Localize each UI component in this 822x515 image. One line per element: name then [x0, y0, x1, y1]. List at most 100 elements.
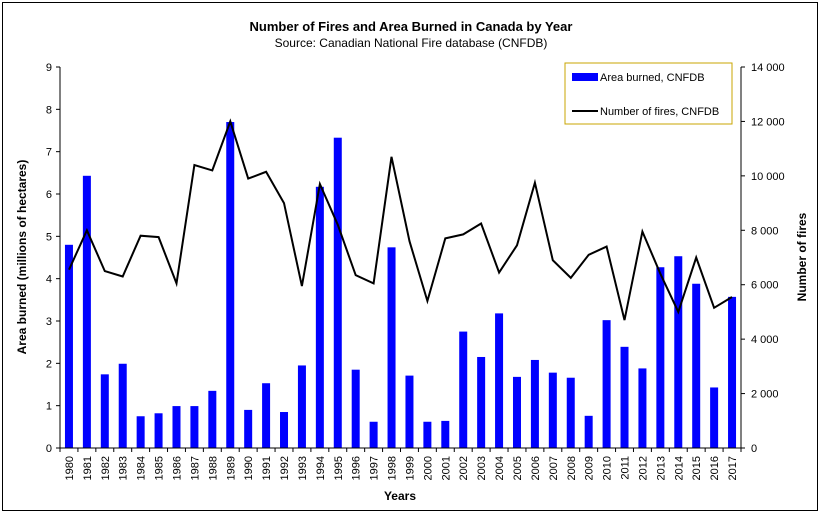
x-tick-label: 2006 [530, 456, 542, 480]
x-tick-label: 1987 [189, 456, 201, 480]
bar-2005 [512, 376, 521, 448]
bar-2015 [692, 283, 701, 448]
bar-1991 [262, 383, 271, 448]
y-tick-label: 9 [46, 62, 52, 74]
x-tick-label: 1990 [243, 456, 255, 480]
x-tick-label: 2010 [602, 456, 614, 480]
y-tick-label: 4 [46, 274, 52, 286]
x-tick-label: 1991 [261, 456, 273, 480]
y-tick-label: 6 [46, 189, 52, 201]
bar-2003 [477, 356, 486, 448]
legend-swatch-area-burned [572, 73, 598, 81]
x-tick-label: 2016 [709, 456, 721, 480]
bar-2008 [566, 377, 575, 448]
x-tick-label: 1999 [404, 456, 416, 480]
bar-2011 [620, 346, 629, 448]
legend-label-number-of-fires: Number of fires, CNFDB [600, 106, 719, 118]
x-tick-label: 2004 [494, 456, 506, 480]
y-tick-label: 2 [46, 358, 52, 370]
bar-1987 [190, 406, 199, 448]
bar-1994 [315, 186, 324, 448]
y2-tick-label: 14 000 [751, 62, 785, 74]
bar-1989 [226, 122, 235, 449]
bar-1985 [154, 413, 163, 448]
x-tick-label: 1994 [315, 456, 327, 480]
x-tick-label: 2001 [440, 456, 452, 480]
x-tick-label: 2008 [566, 456, 578, 480]
x-tick-label: 1989 [225, 456, 237, 480]
x-tick-label: 2003 [476, 456, 488, 480]
y2-axis-title: Number of fires [795, 212, 809, 301]
legend-label-area-burned: Area burned, CNFDB [600, 72, 705, 84]
bar-2017 [728, 296, 737, 448]
bar-2010 [602, 320, 611, 448]
y2-tick-label: 0 [751, 443, 757, 455]
x-tick-label: 1993 [297, 456, 309, 480]
bar-1981 [82, 175, 91, 448]
x-tick-label: 2007 [548, 456, 560, 480]
bar-2001 [441, 420, 450, 448]
y-tick-label: 5 [46, 231, 52, 243]
y2-tick-label: 2 000 [751, 389, 779, 401]
x-tick-label: 1995 [333, 456, 345, 480]
chart-title: Number of Fires and Area Burned in Canad… [250, 19, 573, 34]
x-tick-label: 2000 [422, 456, 434, 480]
x-tick-label: 2013 [655, 456, 667, 480]
x-tick-label: 1988 [207, 456, 219, 480]
y2-tick-label: 12 000 [751, 116, 785, 128]
x-axis-title: Years [384, 489, 416, 503]
x-tick-label: 1982 [100, 456, 112, 480]
bar-2007 [548, 372, 557, 448]
x-tick-label: 1992 [279, 456, 291, 480]
y2-tick-label: 4 000 [751, 334, 779, 346]
bar-1992 [280, 412, 289, 448]
x-tick-label: 2005 [512, 456, 524, 480]
x-tick-label: 2015 [691, 456, 703, 480]
x-tick-label: 2017 [727, 456, 739, 480]
bar-1998 [387, 247, 396, 448]
y-tick-label: 3 [46, 316, 52, 328]
chart-subtitle: Source: Canadian National Fire database … [275, 36, 548, 50]
bar-1990 [244, 409, 253, 448]
y-tick-label: 7 [46, 147, 52, 159]
bar-2000 [423, 421, 432, 448]
bar-1982 [100, 374, 109, 448]
x-tick-label: 1985 [154, 456, 166, 480]
x-tick-label: 1996 [351, 456, 363, 480]
x-tick-label: 2012 [637, 456, 649, 480]
x-tick-label: 1980 [64, 456, 76, 480]
y2-tick-label: 8 000 [751, 225, 779, 237]
bar-2014 [674, 256, 683, 448]
y-tick-label: 8 [46, 104, 52, 116]
bar-2009 [584, 415, 593, 448]
x-tick-label: 2002 [458, 456, 470, 480]
bar-1995 [333, 137, 342, 449]
y2-tick-label: 10 000 [751, 171, 785, 183]
bar-1993 [297, 365, 306, 448]
bar-2006 [530, 359, 539, 448]
x-tick-label: 1981 [82, 456, 94, 480]
bar-1980 [64, 244, 73, 448]
x-tick-label: 1984 [136, 456, 148, 480]
bar-2016 [710, 387, 719, 448]
x-tick-label: 1997 [369, 456, 381, 480]
bar-2004 [495, 313, 504, 448]
y2-tick-label: 6 000 [751, 280, 779, 292]
y-tick-label: 0 [46, 443, 52, 455]
x-tick-label: 2014 [673, 456, 685, 480]
y-axis-title: Area burned (millions of hectares) [15, 160, 29, 355]
y-tick-label: 1 [46, 401, 52, 413]
bar-1988 [208, 390, 217, 448]
bar-2012 [638, 368, 647, 448]
bar-1986 [172, 406, 181, 448]
x-tick-label: 1983 [118, 456, 130, 480]
bar-1984 [136, 416, 145, 448]
x-tick-label: 2009 [584, 456, 596, 480]
bar-1983 [118, 363, 127, 448]
bar-2013 [656, 267, 665, 448]
bar-2002 [459, 331, 468, 448]
bar-1997 [369, 421, 378, 448]
bar-1996 [351, 369, 360, 448]
bar-1999 [405, 375, 414, 448]
